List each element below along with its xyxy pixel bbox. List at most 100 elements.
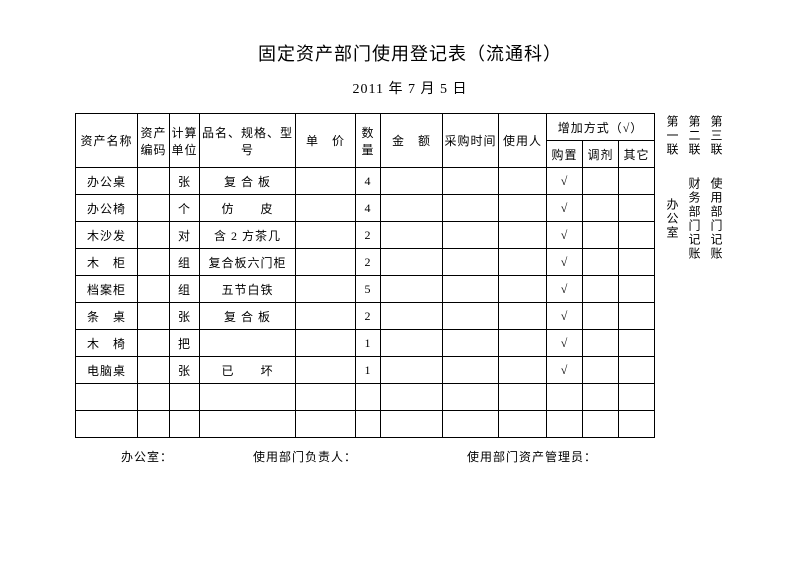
- th-buytime: 采购时间: [443, 114, 499, 168]
- cell-user: [499, 168, 547, 195]
- table-row: 条 桌张复 合 板2√: [76, 303, 655, 330]
- cell-code: [138, 357, 170, 384]
- table-row: 办公椅个仿 皮4√: [76, 195, 655, 222]
- cell-price: [296, 276, 356, 303]
- cell-buytime: [443, 411, 499, 438]
- table-row: 档案柜组五节白铁5√: [76, 276, 655, 303]
- cell-unit: 组: [170, 249, 200, 276]
- th-tj: 调剂: [583, 141, 619, 168]
- cell-buytime: [443, 303, 499, 330]
- cell-code: [138, 249, 170, 276]
- cell-tj: [583, 195, 619, 222]
- cell-qty: 2: [356, 303, 381, 330]
- th-spec: 品名、规格、型号: [200, 114, 296, 168]
- cell-qty: 4: [356, 168, 381, 195]
- cell-user: [499, 384, 547, 411]
- th-gz: 购置: [547, 141, 583, 168]
- cell-qty: 1: [356, 357, 381, 384]
- side-bot-1: 办公室: [663, 177, 681, 261]
- cell-qty: 2: [356, 222, 381, 249]
- cell-qt: [619, 411, 655, 438]
- cell-buytime: [443, 357, 499, 384]
- cell-gz: √: [547, 195, 583, 222]
- page-date: 2011 年 7 月 5 日: [75, 78, 745, 98]
- cell-tj: [583, 276, 619, 303]
- cell-price: [296, 330, 356, 357]
- cell-qty: 1: [356, 330, 381, 357]
- cell-name: [76, 384, 138, 411]
- cell-name: 木 柜: [76, 249, 138, 276]
- cell-spec: [200, 384, 296, 411]
- cell-amount: [381, 195, 443, 222]
- cell-qt: [619, 195, 655, 222]
- cell-code: [138, 330, 170, 357]
- cell-code: [138, 222, 170, 249]
- cell-amount: [381, 411, 443, 438]
- th-name: 资产名称: [76, 114, 138, 168]
- cell-gz: √: [547, 303, 583, 330]
- cell-amount: [381, 276, 443, 303]
- th-user: 使用人: [499, 114, 547, 168]
- cell-user: [499, 249, 547, 276]
- cell-buytime: [443, 249, 499, 276]
- cell-gz: [547, 384, 583, 411]
- cell-unit: 组: [170, 276, 200, 303]
- cell-user: [499, 411, 547, 438]
- cell-buytime: [443, 195, 499, 222]
- cell-unit: 把: [170, 330, 200, 357]
- th-unit: 计算单位: [170, 114, 200, 168]
- footer-office: 办公室：: [121, 448, 173, 465]
- cell-spec: 含 2 方茶几: [200, 222, 296, 249]
- cell-spec: 复 合 板: [200, 303, 296, 330]
- cell-name: 电脑桌: [76, 357, 138, 384]
- cell-qt: [619, 276, 655, 303]
- cell-tj: [583, 384, 619, 411]
- side-bot-2: 财务部门记账: [685, 177, 703, 261]
- cell-buytime: [443, 384, 499, 411]
- cell-price: [296, 411, 356, 438]
- side-top-3: 第三联: [707, 115, 725, 157]
- cell-qt: [619, 168, 655, 195]
- cell-user: [499, 330, 547, 357]
- cell-unit: 对: [170, 222, 200, 249]
- cell-amount: [381, 222, 443, 249]
- cell-price: [296, 222, 356, 249]
- footer-depthead: 使用部门负责人：: [253, 448, 357, 465]
- cell-name: 条 桌: [76, 303, 138, 330]
- cell-price: [296, 357, 356, 384]
- cell-spec: 仿 皮: [200, 195, 296, 222]
- cell-buytime: [443, 276, 499, 303]
- cell-gz: √: [547, 276, 583, 303]
- cell-gz: √: [547, 249, 583, 276]
- cell-buytime: [443, 330, 499, 357]
- cell-qty: 2: [356, 249, 381, 276]
- cell-name: 木 椅: [76, 330, 138, 357]
- cell-amount: [381, 249, 443, 276]
- table-row: 电脑桌张已 坏1√: [76, 357, 655, 384]
- cell-code: [138, 303, 170, 330]
- cell-spec: 复合板六门柜: [200, 249, 296, 276]
- cell-amount: [381, 384, 443, 411]
- cell-tj: [583, 357, 619, 384]
- cell-gz: [547, 411, 583, 438]
- table-row: 木沙发对含 2 方茶几2√: [76, 222, 655, 249]
- th-price: 单 价: [296, 114, 356, 168]
- cell-spec: 复 合 板: [200, 168, 296, 195]
- cell-name: 档案柜: [76, 276, 138, 303]
- cell-amount: [381, 357, 443, 384]
- cell-gz: √: [547, 222, 583, 249]
- cell-user: [499, 357, 547, 384]
- cell-code: [138, 276, 170, 303]
- cell-code: [138, 411, 170, 438]
- th-code: 资产编码: [138, 114, 170, 168]
- table-row: 办公桌张复 合 板4√: [76, 168, 655, 195]
- cell-price: [296, 195, 356, 222]
- page-title: 固定资产部门使用登记表（流通科）: [75, 40, 745, 66]
- cell-spec: [200, 411, 296, 438]
- cell-amount: [381, 168, 443, 195]
- side-labels: 第一联 第二联 第三联 办公室 财务部门记账 使用部门记账: [661, 113, 727, 261]
- cell-name: [76, 411, 138, 438]
- cell-qty: 5: [356, 276, 381, 303]
- side-top-2: 第二联: [685, 115, 703, 157]
- table-row: [76, 384, 655, 411]
